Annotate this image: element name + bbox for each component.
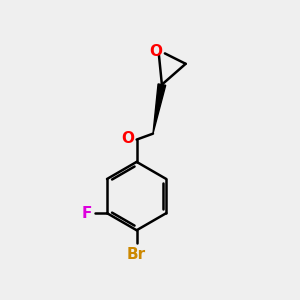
Polygon shape — [153, 84, 166, 134]
Text: Br: Br — [127, 247, 146, 262]
Text: O: O — [149, 44, 162, 59]
Text: F: F — [81, 206, 92, 221]
Text: O: O — [121, 130, 134, 146]
